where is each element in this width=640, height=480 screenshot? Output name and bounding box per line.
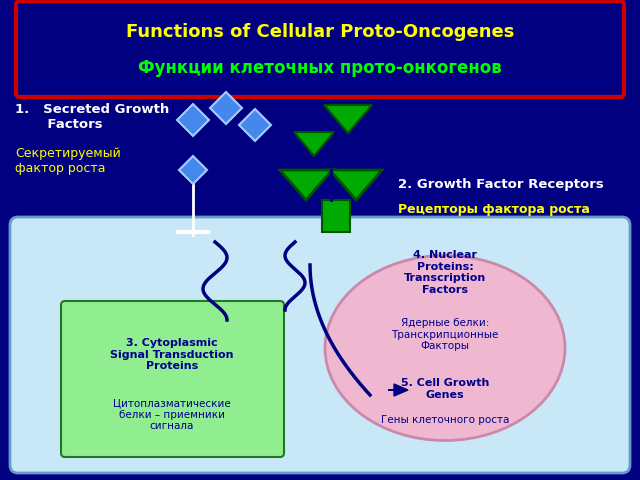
- Polygon shape: [330, 170, 382, 200]
- Polygon shape: [324, 105, 372, 133]
- FancyBboxPatch shape: [61, 301, 284, 457]
- Text: Функции клеточных прото-онкогенов: Функции клеточных прото-онкогенов: [138, 59, 502, 77]
- Polygon shape: [280, 170, 332, 200]
- Text: Functions of Cellular Proto-Oncogenes: Functions of Cellular Proto-Oncogenes: [126, 23, 514, 41]
- Text: 5. Cell Growth
Genes: 5. Cell Growth Genes: [401, 378, 489, 399]
- FancyArrow shape: [388, 384, 408, 396]
- Polygon shape: [177, 104, 209, 136]
- Text: 3. Cytoplasmic
Signal Transduction
Proteins: 3. Cytoplasmic Signal Transduction Prote…: [110, 338, 234, 371]
- Bar: [322, 200, 350, 232]
- Text: Ядерные белки:
Транскрипционные
Факторы: Ядерные белки: Транскрипционные Факторы: [391, 318, 499, 351]
- Text: 4. Nuclear
Proteins:
Transcription
Factors: 4. Nuclear Proteins: Transcription Facto…: [404, 250, 486, 295]
- Ellipse shape: [325, 255, 565, 441]
- Polygon shape: [239, 109, 271, 141]
- FancyBboxPatch shape: [16, 1, 624, 97]
- FancyBboxPatch shape: [10, 217, 630, 473]
- Text: Гены клеточного роста: Гены клеточного роста: [381, 415, 509, 425]
- Text: 1.   Secreted Growth
       Factors: 1. Secreted Growth Factors: [15, 103, 169, 131]
- Text: 2. Growth Factor Receptors: 2. Growth Factor Receptors: [398, 178, 604, 191]
- Text: Рецепторы фактора роста: Рецепторы фактора роста: [398, 203, 590, 216]
- Text: Цитоплазматические
белки – приемники
сигнала: Цитоплазматические белки – приемники сиг…: [113, 398, 231, 431]
- Text: Секретируемый
фактор роста: Секретируемый фактор роста: [15, 147, 121, 175]
- Polygon shape: [210, 92, 242, 124]
- Polygon shape: [179, 156, 207, 184]
- Polygon shape: [294, 132, 334, 156]
